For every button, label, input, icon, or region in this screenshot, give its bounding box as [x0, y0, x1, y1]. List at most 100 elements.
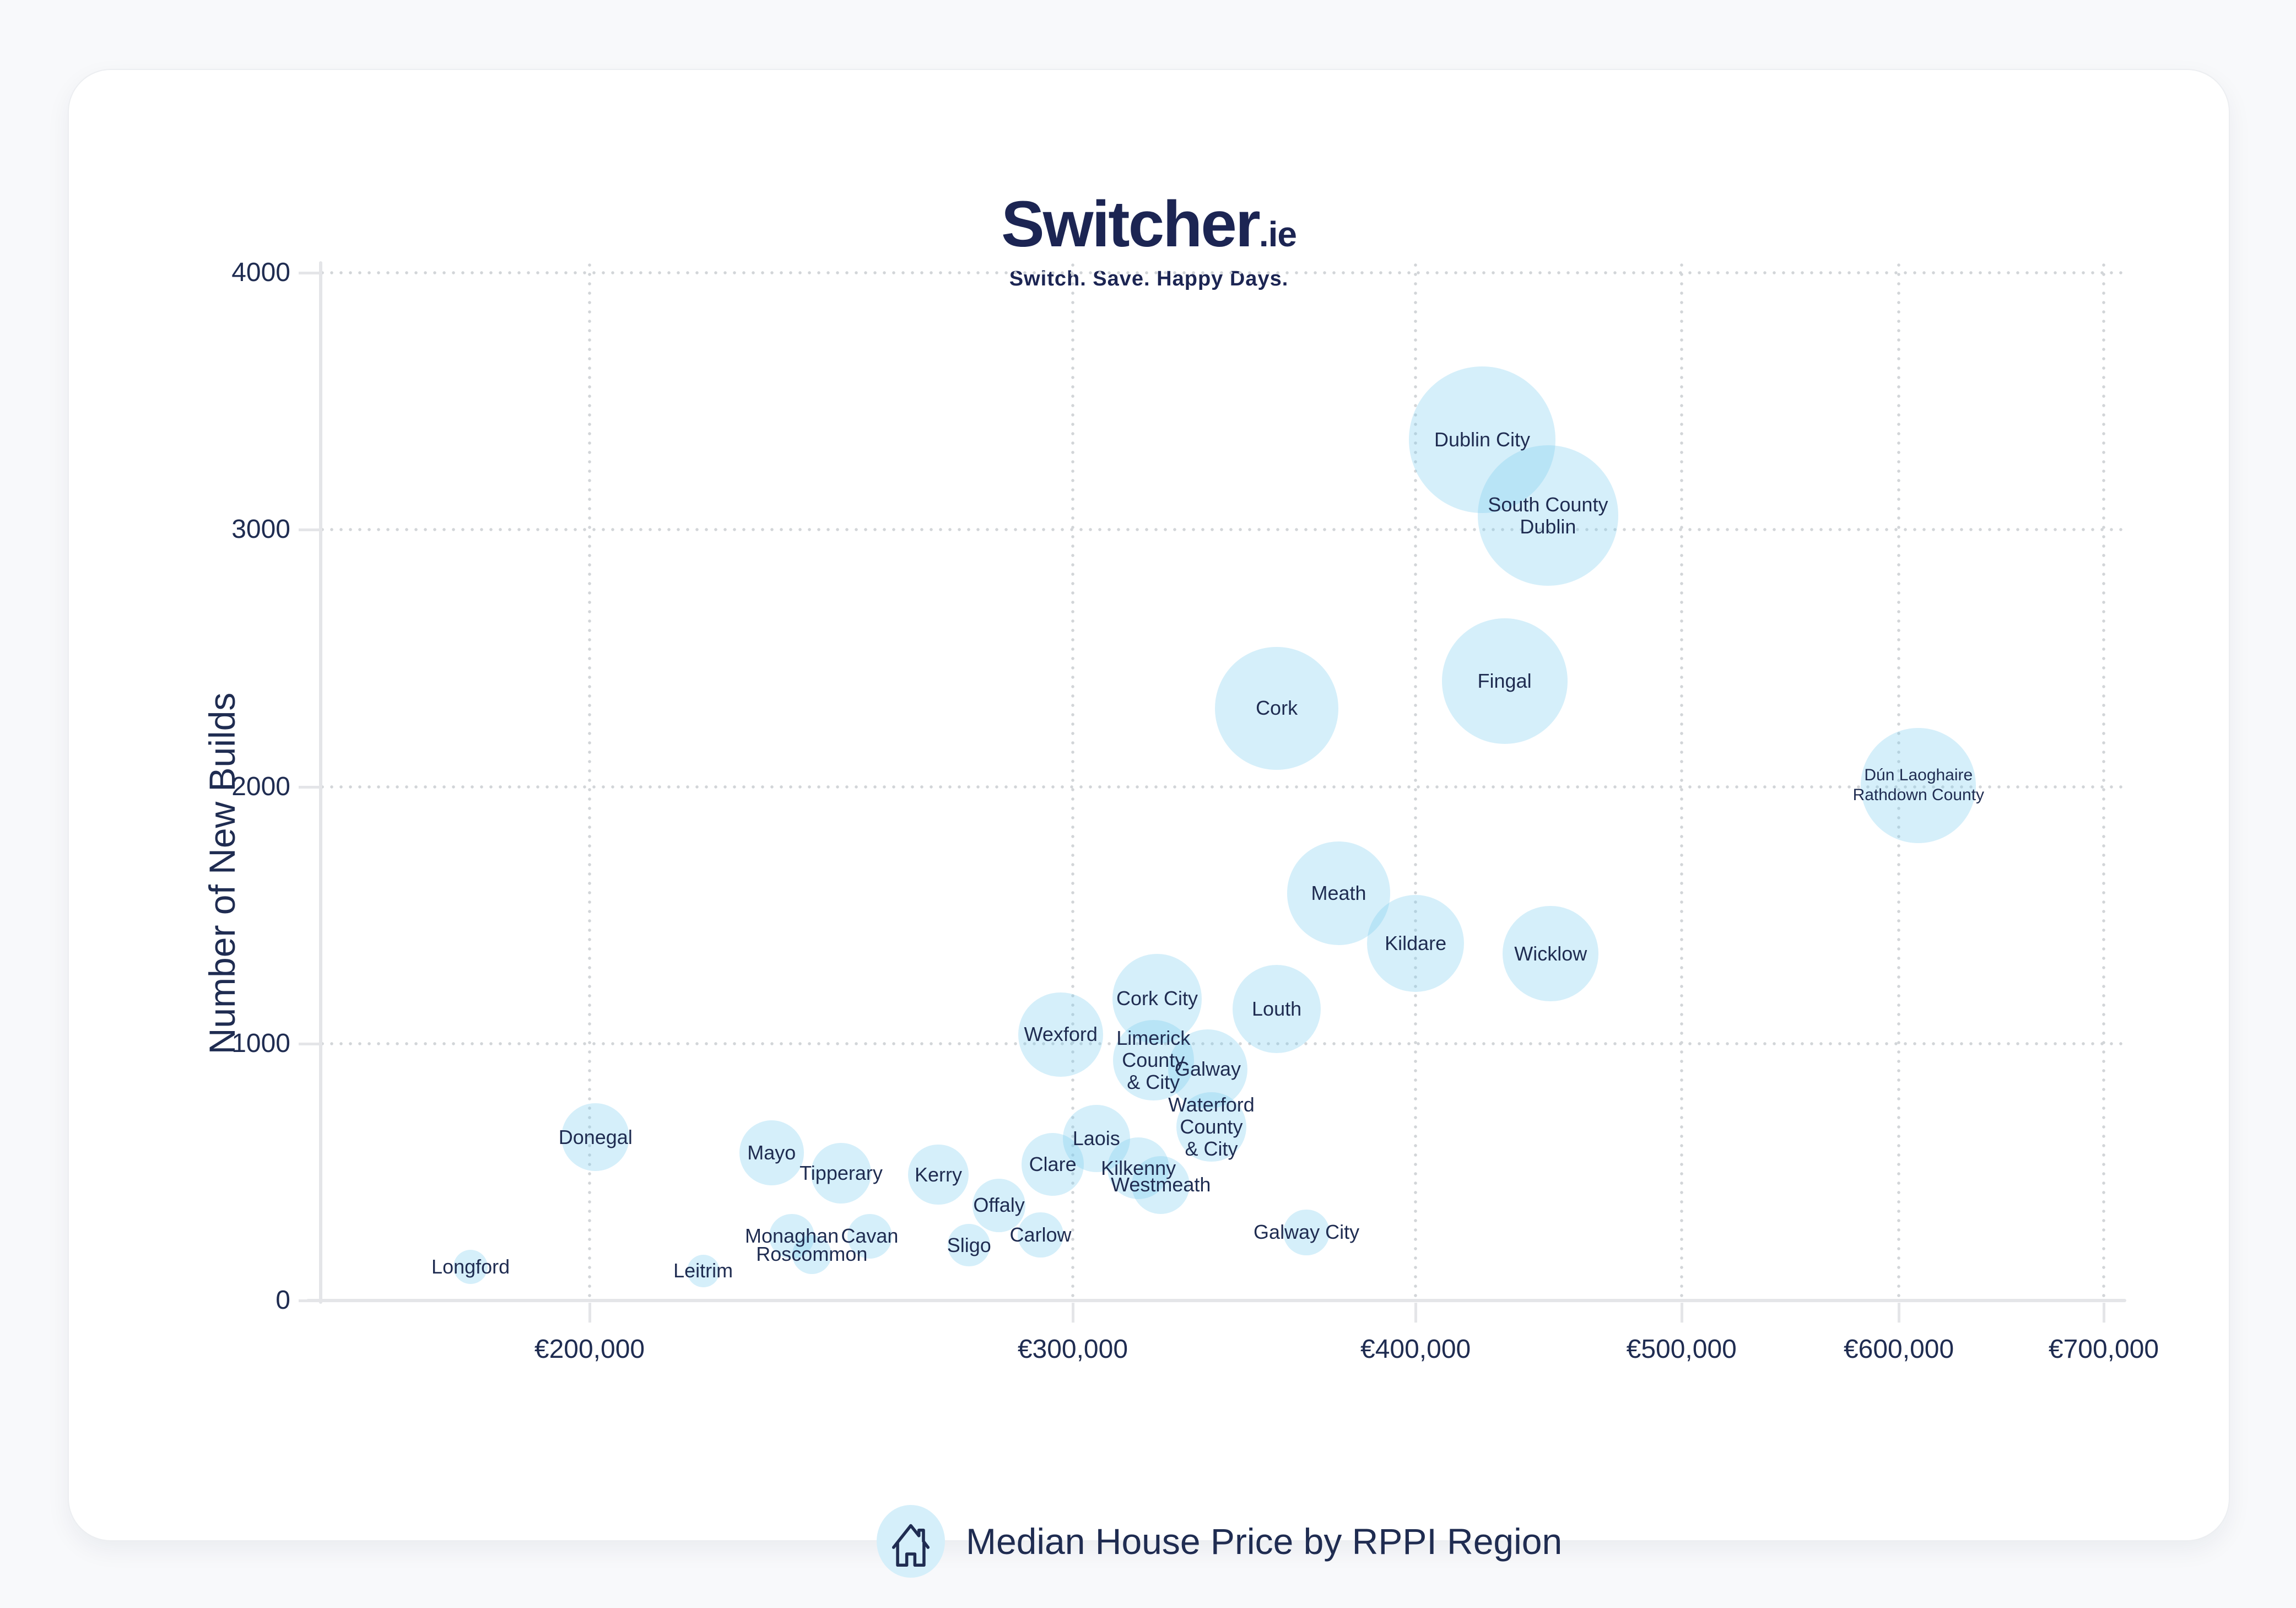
label-line: Tipperary [799, 1162, 883, 1185]
label-line: Louth [1252, 997, 1302, 1020]
bubble-laois [1062, 1105, 1130, 1173]
bubble-offaly [972, 1179, 1026, 1232]
label-line: Sligo [947, 1233, 991, 1256]
x-axis-tick-600000 [1898, 1303, 1901, 1323]
y-axis-tick-2000 [299, 785, 321, 789]
gridline-y-1000 [321, 1042, 2124, 1045]
gridline-x-400000 [1414, 263, 1418, 1301]
bubble-sligo [948, 1224, 990, 1266]
label-line: Wexford [1024, 1023, 1098, 1046]
bubble-wicklow [1503, 905, 1599, 1002]
bubble-kildare [1367, 894, 1465, 992]
label-galway: Galway [1092, 1058, 1323, 1080]
label-line: Dublin [1520, 515, 1576, 538]
y-tick-label-1000: 1000 [231, 1028, 290, 1058]
label-leitrim: Leitrim [587, 1260, 819, 1282]
x-tick-label-700000: €700,000 [2048, 1335, 2159, 1364]
label-line: Dún Laoghaire [1864, 766, 1973, 785]
label-line: Wicklow [1514, 942, 1587, 965]
bubble-wexford [1018, 992, 1103, 1077]
gridline-x-700000 [2102, 263, 2105, 1301]
label-clare: Clare [937, 1153, 1169, 1175]
label-south-county-dublin: South County Dublin [1432, 493, 1663, 538]
x-tick-label-500000: €500,000 [1626, 1335, 1737, 1364]
label-line: Laois [1072, 1127, 1120, 1150]
label-line: Kilkenny [1101, 1156, 1176, 1179]
label-sligo: Sligo [853, 1234, 1085, 1256]
label-line: Longford [431, 1255, 510, 1278]
y-tick-label-2000: 2000 [231, 771, 290, 801]
label-waterford-county-city: Waterford County & City [1095, 1094, 1327, 1160]
label-line: Rathdown County [1852, 786, 1985, 805]
label-line: Fingal [1477, 670, 1532, 693]
label-line: & City [1185, 1137, 1238, 1161]
label-line: Cavan [841, 1224, 899, 1248]
x-axis-tick-500000 [1680, 1303, 1683, 1323]
label-line: Leitrim [673, 1259, 733, 1282]
label-westmeath: Westmeath [1045, 1174, 1277, 1196]
label-mayo: Mayo [656, 1141, 887, 1164]
label-wexford: Wexford [945, 1023, 1176, 1045]
gridline-x-300000 [1071, 263, 1074, 1301]
gridline-x-500000 [1679, 263, 1683, 1301]
label-line: Meath [1311, 881, 1366, 904]
x-axis-tick-400000 [1414, 1303, 1418, 1323]
label-line: Offaly [973, 1194, 1025, 1217]
label-tipperary: Tipperary [726, 1162, 957, 1184]
x-axis-tick-200000 [588, 1303, 591, 1323]
label-line: Galway [1175, 1057, 1241, 1081]
label-kilkenny: Kilkenny [1023, 1157, 1254, 1179]
label-louth: Louth [1161, 997, 1392, 1020]
gridline-x-200000 [588, 263, 591, 1301]
bubble-tipperary [811, 1143, 872, 1204]
x-tick-label-200000: €200,000 [534, 1335, 645, 1364]
y-tick-label-4000: 4000 [231, 258, 290, 287]
bubble-monaghan [769, 1213, 814, 1259]
label-meath: Meath [1223, 882, 1455, 904]
logo-tld-text: .ie [1258, 214, 1297, 254]
bubble-longford [453, 1250, 488, 1285]
label-limerick-county-city: Limerick County & City [1038, 1027, 1269, 1093]
label-cork-city: Cork City [1041, 988, 1273, 1010]
x-axis-tick-700000 [2103, 1303, 2105, 1323]
label-kildare: Kildare [1300, 932, 1531, 954]
bubble-cork [1215, 646, 1338, 770]
label-line: Galway City [1254, 1221, 1360, 1244]
bubble-dun-laoghaire-rathdown-county [1861, 727, 1976, 843]
label-line: Waterford [1168, 1093, 1255, 1116]
x-axis-line [306, 1299, 2126, 1302]
x-tick-label-600000: €600,000 [1843, 1335, 1954, 1364]
y-axis-tick-1000 [299, 1042, 321, 1045]
x-axis-title-row: Median House Price by RPPI Region [877, 1505, 1562, 1578]
label-line: Kerry [914, 1163, 962, 1186]
label-line: Dublin City [1434, 428, 1531, 451]
y-tick-label-3000: 3000 [231, 515, 290, 544]
label-offaly: Offaly [883, 1194, 1115, 1216]
label-line: County [1122, 1049, 1185, 1072]
label-cork: Cork [1161, 697, 1392, 719]
y-axis-tick-4000 [299, 272, 321, 274]
label-line: Cork City [1116, 987, 1198, 1010]
label-dublin-city: Dublin City [1366, 429, 1598, 451]
gridline-y-2000 [321, 785, 2124, 789]
label-dun-laoghaire-rathdown-county: Dún Laoghaire Rathdown County [1803, 765, 2034, 805]
label-line: Cork [1256, 697, 1298, 720]
y-tick-label-0: 0 [275, 1286, 290, 1315]
bubble-carlow [1018, 1212, 1063, 1258]
bubble-fingal [1441, 618, 1568, 744]
y-axis-tick-3000 [299, 528, 321, 532]
x-tick-label-300000: €300,000 [1017, 1335, 1128, 1364]
label-line: Carlow [1009, 1223, 1072, 1247]
bubble-donegal [561, 1103, 630, 1172]
bubble-cork-city [1112, 953, 1202, 1044]
logo-brand-text: Switcher [1001, 188, 1261, 261]
label-kerry: Kerry [823, 1163, 1054, 1186]
label-galway-city: Galway City [1191, 1221, 1422, 1243]
label-donegal: Donegal [480, 1126, 711, 1148]
label-longford: Longford [355, 1256, 586, 1278]
bubble-galway-city [1283, 1209, 1330, 1256]
bubble-clare [1021, 1133, 1084, 1196]
label-line: Roscommon [756, 1243, 868, 1266]
bubble-leitrim [687, 1254, 720, 1287]
label-line: & City [1127, 1071, 1180, 1094]
